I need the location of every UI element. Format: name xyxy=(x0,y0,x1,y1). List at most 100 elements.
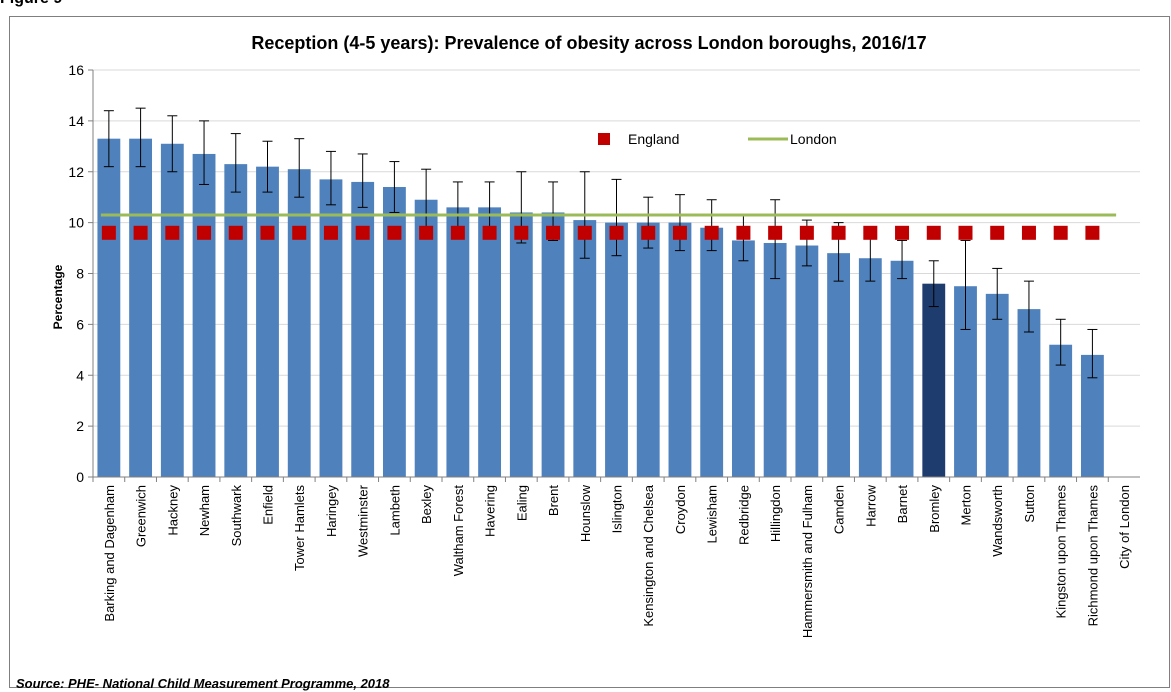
x-tick-label: Haringey xyxy=(324,485,339,538)
bar xyxy=(382,187,406,477)
england-marker xyxy=(577,225,592,240)
x-tick-label: Camden xyxy=(832,485,847,534)
y-tick-label: 12 xyxy=(68,164,84,180)
y-axis-ticks: 0 2 4 6 8 10 12 14 16 xyxy=(68,62,93,485)
y-tick-label: 16 xyxy=(68,62,84,78)
x-tick-label: Richmond upon Thames xyxy=(1085,485,1100,627)
england-marker xyxy=(799,225,814,240)
england-marker xyxy=(1053,225,1068,240)
bar xyxy=(795,245,819,477)
england-marker xyxy=(292,225,307,240)
x-tick-label: City of London xyxy=(1117,485,1132,569)
x-tick-label: Ealing xyxy=(514,485,529,521)
bar xyxy=(1017,309,1041,477)
england-marker xyxy=(831,225,846,240)
x-tick-label: Kingston upon Thames xyxy=(1054,485,1069,619)
bar xyxy=(192,153,216,477)
england-marker xyxy=(1021,225,1036,240)
legend-london-label: London xyxy=(790,131,837,147)
england-marker xyxy=(228,225,243,240)
england-marker xyxy=(387,225,402,240)
bar xyxy=(160,143,184,478)
bar xyxy=(319,179,343,477)
x-tick-label: Merton xyxy=(959,485,974,525)
legend: England London xyxy=(598,131,837,147)
bar xyxy=(922,283,946,477)
bar xyxy=(509,212,533,477)
y-tick-label: 6 xyxy=(76,316,84,332)
x-tick-label: Croydon xyxy=(673,485,688,534)
x-tick-label: Redbridge xyxy=(736,485,751,545)
england-marker xyxy=(355,225,370,240)
bar xyxy=(890,260,914,477)
bar xyxy=(1049,344,1073,477)
x-tick-label: Harrow xyxy=(863,484,878,527)
x-tick-label: Bromley xyxy=(927,485,942,533)
axes xyxy=(92,70,1140,478)
england-marker xyxy=(450,225,465,240)
england-marker xyxy=(672,225,687,240)
england-marker xyxy=(641,225,656,240)
bar xyxy=(97,138,121,477)
bar xyxy=(700,227,724,477)
x-tick-label: Hillingdon xyxy=(768,485,783,542)
y-tick-label: 14 xyxy=(68,113,84,129)
england-marker xyxy=(260,225,275,240)
bar xyxy=(1080,354,1104,477)
bar xyxy=(763,242,787,477)
x-tick-label: Wandsworth xyxy=(990,485,1005,557)
england-marker xyxy=(101,225,116,240)
england-marker xyxy=(197,225,212,240)
x-tick-label: Southwark xyxy=(229,485,244,547)
bar xyxy=(478,207,502,478)
x-tick-label: Islington xyxy=(610,485,625,533)
x-tick-label: Havering xyxy=(483,485,498,537)
england-marker xyxy=(895,225,910,240)
england-marker xyxy=(704,225,719,240)
x-tick-label: Hackney xyxy=(165,485,180,536)
bar xyxy=(541,212,565,477)
x-tick-label: Kensington and Chelsea xyxy=(641,484,656,626)
england-marker xyxy=(768,225,783,240)
x-tick-label: Tower Hamlets xyxy=(292,485,307,571)
england-marker xyxy=(165,225,180,240)
x-tick-label: Sutton xyxy=(1022,485,1037,523)
x-tick-label: Waltham Forest xyxy=(451,485,466,577)
bar xyxy=(573,220,597,478)
bar-chart: Reception (4-5 years): Prevalence of obe… xyxy=(51,33,1140,638)
y-axis-label: Percentage xyxy=(51,264,65,329)
england-marker xyxy=(926,225,941,240)
x-tick-label: Enfield xyxy=(261,485,276,525)
england-marker xyxy=(482,225,497,240)
x-tick-label: Greenwich xyxy=(134,485,149,547)
y-tick-label: 2 xyxy=(76,418,84,434)
england-marker xyxy=(419,225,434,240)
x-tick-label: Brent xyxy=(546,485,561,516)
england-marker xyxy=(990,225,1005,240)
y-tick-label: 8 xyxy=(76,266,84,282)
england-marker xyxy=(736,225,751,240)
x-tick-label: Bexley xyxy=(419,485,434,525)
source-note: Source: PHE- National Child Measurement … xyxy=(16,676,390,691)
bar xyxy=(224,164,248,477)
x-tick-label: Lambeth xyxy=(387,485,402,536)
england-marker xyxy=(133,225,148,240)
england-marker xyxy=(863,225,878,240)
bar xyxy=(827,253,851,477)
england-marker xyxy=(323,225,338,240)
bar xyxy=(287,169,311,478)
figure-label: Figure 9 xyxy=(0,0,62,8)
x-tick-label: Newham xyxy=(197,485,212,536)
x-tick-label: Lewisham xyxy=(705,485,720,544)
bar xyxy=(954,286,977,477)
error-bars xyxy=(103,107,1098,379)
england-marker xyxy=(1085,225,1100,240)
legend-england-label: England xyxy=(628,131,679,147)
x-axis-labels: Barking and Dagenham Greenwich Hackney Newh… xyxy=(92,477,1132,638)
england-marker-series xyxy=(101,225,1100,240)
bar xyxy=(129,138,153,477)
x-tick-label: Westminster xyxy=(356,484,371,557)
bar xyxy=(446,207,470,478)
bar xyxy=(731,240,755,477)
bar xyxy=(256,166,279,477)
